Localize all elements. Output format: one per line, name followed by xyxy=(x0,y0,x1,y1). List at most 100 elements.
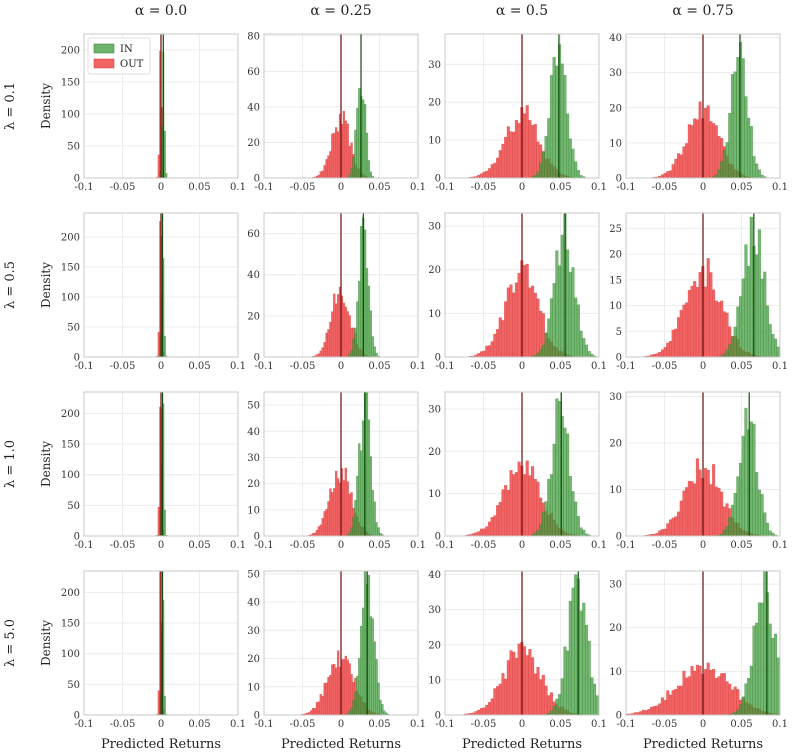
out-bar xyxy=(157,331,160,358)
out-bar xyxy=(522,265,527,358)
x-tick-label: 0.05 xyxy=(188,719,210,730)
in-bar xyxy=(563,427,567,537)
out-bar xyxy=(509,131,513,179)
y-tick-label: 50 xyxy=(247,401,260,412)
out-bar xyxy=(477,531,481,537)
in-bar xyxy=(367,419,371,537)
in-bar xyxy=(549,474,553,537)
x-tick-label: 0 xyxy=(700,719,706,730)
x-tick-label: -0.1 xyxy=(74,540,93,551)
out-bar xyxy=(531,125,535,179)
in-bar xyxy=(544,501,548,537)
y-tick-label: 20 xyxy=(428,98,441,109)
out-bar xyxy=(547,695,551,716)
out-bar xyxy=(506,489,510,537)
x-tick-label: -0.05 xyxy=(471,540,497,551)
y-tick-label: 0 xyxy=(254,532,260,543)
out-bar xyxy=(666,342,670,358)
out-bar xyxy=(525,655,529,716)
in-bar xyxy=(552,706,556,716)
in-bar xyxy=(165,173,168,179)
out-bar xyxy=(720,300,724,358)
y-tick-label: 30 xyxy=(428,222,441,233)
out-bar xyxy=(315,702,319,716)
out-bar xyxy=(487,521,492,537)
in-bar xyxy=(371,490,374,537)
out-bar xyxy=(703,108,708,179)
out-bar xyxy=(531,285,535,358)
out-bar xyxy=(668,341,673,358)
in-bar xyxy=(356,301,359,358)
in-bar xyxy=(725,526,729,537)
in-bar xyxy=(358,88,361,179)
in-bar xyxy=(541,345,545,358)
x-tick-label: -0.05 xyxy=(652,540,678,551)
in-bar xyxy=(574,297,578,358)
out-bar xyxy=(517,273,521,358)
y-tick-label: 40 xyxy=(247,598,260,609)
panel-0-2: 0 10 20 30 -0.1 -0.05 0 0.05 0.1 xyxy=(428,33,607,193)
in-bar xyxy=(725,142,729,179)
panel-0-0: 0 50 100 150 200 -0.1 -0.05 0 0.05 0.1 xyxy=(61,33,246,193)
out-bar xyxy=(517,123,521,179)
in-bar xyxy=(749,665,753,716)
y-tick-label: 10 xyxy=(428,309,441,320)
out-bar xyxy=(703,669,708,716)
out-bar xyxy=(720,673,724,716)
x-tick-label: -0.05 xyxy=(110,361,136,372)
out-bar xyxy=(333,664,336,716)
in-bar xyxy=(747,678,751,716)
y-axis-label: Density xyxy=(39,83,53,129)
in-bar xyxy=(163,509,166,537)
out-bar xyxy=(647,709,651,716)
out-bar xyxy=(717,302,721,358)
y-tick-label: 10 xyxy=(428,489,441,500)
in-bar xyxy=(381,704,384,716)
out-bar xyxy=(685,677,689,716)
in-bar xyxy=(590,677,594,716)
x-tick-label: -0.1 xyxy=(616,719,635,730)
in-bar xyxy=(371,618,374,716)
y-tick-label: 40 xyxy=(609,33,622,44)
out-bar xyxy=(682,146,686,179)
in-bar xyxy=(544,136,548,179)
in-bar xyxy=(547,318,551,358)
in-bar xyxy=(360,450,363,537)
y-tick-label: 20 xyxy=(428,447,441,458)
y-tick-label: 60 xyxy=(247,229,260,240)
y-tick-label: 20 xyxy=(609,103,622,114)
out-bar xyxy=(695,286,699,358)
in-bar xyxy=(377,682,380,716)
out-bar xyxy=(706,258,710,358)
out-bar xyxy=(327,677,330,716)
column-title: α = 0.75 xyxy=(672,3,733,19)
y-tick-label: 0 xyxy=(254,711,260,722)
y-tick-label: 10 xyxy=(609,301,622,312)
out-bar xyxy=(496,157,500,179)
out-bar xyxy=(679,685,683,716)
out-bar xyxy=(498,317,502,358)
out-bar xyxy=(498,683,502,716)
y-tick-label: 30 xyxy=(609,68,622,79)
out-bar xyxy=(321,695,324,716)
in-bar xyxy=(720,161,724,179)
out-bar xyxy=(504,678,508,716)
out-bar xyxy=(331,133,334,179)
in-bar xyxy=(163,130,166,179)
in-bar xyxy=(755,472,759,537)
in-bar xyxy=(375,522,378,537)
x-tick-label: 0 xyxy=(519,719,525,730)
y-tick-label: 0 xyxy=(74,532,80,543)
out-bar xyxy=(712,123,716,179)
in-bar xyxy=(369,616,372,716)
in-bar xyxy=(725,349,729,358)
panel-frame xyxy=(625,391,781,537)
x-tick-label: -0.1 xyxy=(616,540,635,551)
in-bar xyxy=(377,527,380,537)
out-bar xyxy=(528,287,532,358)
in-bar xyxy=(552,283,556,358)
in-bar xyxy=(547,478,551,537)
in-bar xyxy=(765,305,770,358)
out-bar xyxy=(720,491,724,537)
out-bar xyxy=(346,659,349,716)
